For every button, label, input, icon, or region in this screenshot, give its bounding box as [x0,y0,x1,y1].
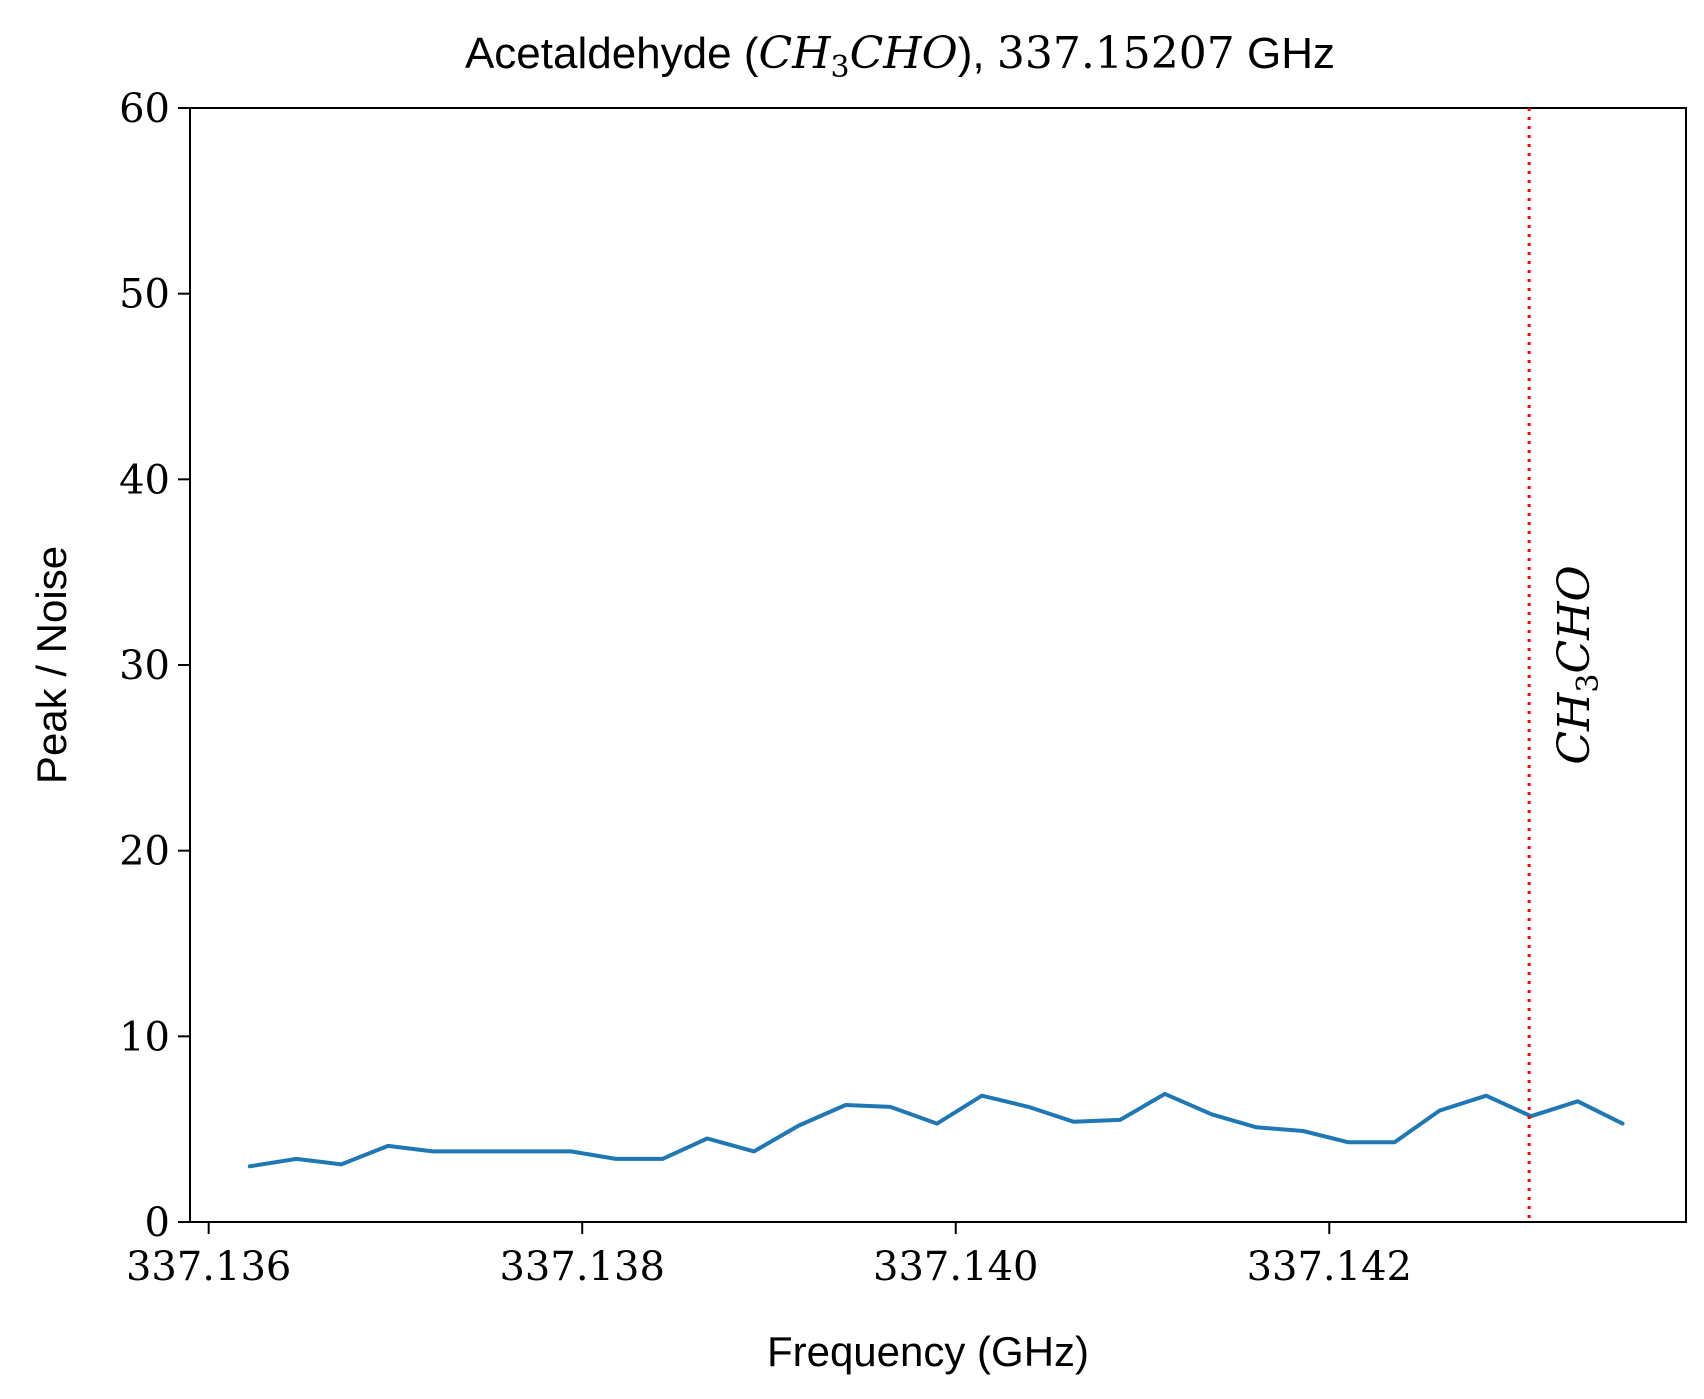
title-species-subscript: 3 [831,50,850,85]
title-prefix: Acetaldehyde ( [465,29,759,78]
series-line-peak-noise [247,1091,1625,1169]
title-species-ch: CH [758,28,832,79]
title-punct: ), [958,29,997,78]
marker-label-subscript: 3 [1571,673,1606,692]
x-axis: 337.136 337.138 337.140 337.142 [126,1222,1412,1290]
y-tick-label: 0 [145,1200,170,1246]
marker-label-cho: CHO [1549,565,1600,673]
x-tick-label: 337.136 [126,1244,291,1290]
y-tick-label: 10 [119,1014,170,1060]
title-species-cho: CHO [850,28,958,79]
y-tick-label: 30 [119,643,170,689]
svg-text:CH3CHO: CH3CHO [1549,565,1606,764]
title-frequency: 337.15207 [997,28,1235,79]
x-axis-label: Frequency (GHz) [767,1328,1089,1375]
y-tick-label: 60 [119,86,170,132]
species-marker-label: CH3CHO [1549,565,1606,764]
marker-label-ch: CH [1549,691,1600,765]
y-axis-label: Peak / Noise [28,546,75,784]
x-tick-label: 337.138 [499,1244,664,1290]
y-axis: 0 10 20 30 40 50 60 [119,86,190,1246]
x-tick-label: 337.142 [1247,1244,1412,1290]
title-unit: GHz [1235,29,1335,78]
x-tick-label: 337.140 [873,1244,1038,1290]
y-tick-label: 20 [119,829,170,875]
chart-title: Acetaldehyde (CH3CHO), 337.15207 GHz [465,28,1335,85]
y-tick-label: 40 [119,457,170,503]
y-tick-label: 50 [119,272,170,318]
